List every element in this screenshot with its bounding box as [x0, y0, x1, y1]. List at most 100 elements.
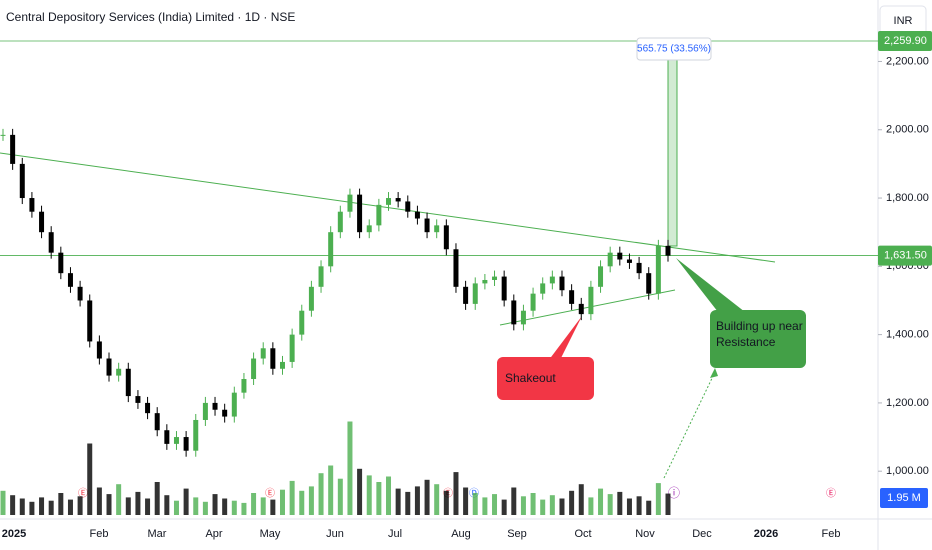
y-tick-label: 2,000.00	[886, 124, 929, 136]
volume-bar	[135, 491, 141, 515]
candle	[135, 396, 141, 403]
price-tag-label: 1,631.50	[884, 249, 927, 261]
candle	[125, 368, 131, 397]
candle	[299, 310, 305, 335]
volume-bar	[501, 499, 507, 515]
volume-bar	[67, 499, 73, 515]
volume-bar	[482, 497, 488, 515]
candle	[578, 303, 584, 315]
candle	[308, 286, 314, 311]
event-icon: Ⓔ	[78, 488, 88, 500]
volume-bar	[241, 502, 247, 515]
currency[interactable]: INR	[894, 15, 913, 27]
candle	[530, 293, 536, 311]
volume-bar	[492, 494, 498, 515]
candle	[405, 201, 411, 212]
x-tick-label: Sep	[507, 528, 527, 540]
volume-tag-label: 1.95 M	[887, 492, 921, 504]
volume-bar	[231, 500, 237, 515]
volume-bar	[366, 475, 372, 515]
volume-bar	[164, 495, 170, 515]
chart-title: Central Depository Services (India) Limi…	[6, 10, 295, 24]
volume-bar	[193, 497, 199, 515]
x-tick-label: Mar	[148, 528, 167, 540]
plot: Shakeout Building up near Resistance Ⓔ Ⓔ…	[0, 152, 836, 500]
candle	[414, 211, 420, 219]
volume-bar	[626, 498, 632, 515]
volume-bar	[559, 498, 565, 515]
x-tick-label: Jul	[388, 528, 402, 540]
candle	[347, 194, 353, 212]
candle	[154, 413, 160, 431]
shakeout-box	[497, 357, 594, 400]
volume-bar	[96, 487, 102, 515]
volume-bar	[212, 494, 218, 515]
x-tick-label: Oct	[574, 528, 591, 540]
x-tick-label: Jun	[326, 528, 344, 540]
candle	[96, 341, 102, 359]
volume-bar	[386, 476, 392, 515]
volume-bar	[347, 421, 353, 515]
volume-bar	[520, 496, 526, 515]
candle	[29, 198, 35, 212]
candle	[520, 310, 526, 325]
event-icon: ⓘ	[668, 486, 680, 500]
candle	[549, 276, 555, 284]
volume-bar	[357, 468, 363, 515]
x-tick-label: Apr	[205, 528, 222, 540]
shakeout-text: Shakeout	[505, 371, 556, 385]
candle	[492, 276, 498, 280]
building-text-wrap: Building up near Resistance	[716, 319, 803, 349]
volume-bar	[19, 498, 25, 515]
x-tick-label: May	[260, 528, 281, 540]
volume-bar	[453, 472, 459, 515]
volume-bar	[511, 487, 517, 515]
event-icon: Ⓔ	[265, 488, 275, 500]
candle	[366, 225, 372, 233]
candle	[116, 368, 122, 376]
candle	[231, 392, 237, 417]
support-line	[499, 289, 676, 326]
candle	[67, 273, 73, 287]
volume-bar	[578, 484, 584, 515]
candle	[443, 225, 449, 250]
volume-bar	[588, 497, 594, 515]
candle	[588, 286, 594, 315]
candle	[453, 249, 459, 287]
candle	[357, 194, 363, 233]
volume-bar	[145, 498, 151, 515]
candle	[48, 232, 54, 253]
candle	[395, 198, 401, 202]
volume-bar	[655, 483, 661, 515]
volume-bar	[0, 490, 6, 515]
volume-bar	[222, 498, 228, 515]
y-tick-label: 1,000.00	[886, 465, 929, 477]
volume-bar	[87, 443, 93, 515]
x-tick-label: Feb	[90, 528, 109, 540]
volume-bar	[549, 495, 555, 515]
candle	[10, 134, 16, 164]
volume-bar	[299, 490, 305, 515]
volume-bar	[395, 488, 401, 515]
candle	[328, 232, 334, 267]
volume-bar	[569, 490, 575, 515]
candle	[337, 211, 343, 233]
candle	[0, 134, 6, 136]
volume-bar	[125, 497, 131, 515]
volume-bar	[106, 494, 112, 515]
y-tick-label: 1,400.00	[886, 329, 929, 341]
volume-bar	[154, 482, 160, 515]
x-tick-label: 2025	[2, 528, 26, 540]
volume-bar	[202, 501, 208, 515]
candle	[598, 266, 604, 287]
candle	[501, 276, 507, 301]
candle	[540, 283, 546, 294]
volume-bar	[58, 493, 64, 515]
candle	[655, 245, 661, 294]
y-tick-label: 1,800.00	[886, 192, 929, 204]
y-tick-label: 2,200.00	[886, 55, 929, 67]
candle	[164, 430, 170, 444]
volume-bar	[434, 484, 440, 515]
volume-bar	[598, 488, 604, 515]
